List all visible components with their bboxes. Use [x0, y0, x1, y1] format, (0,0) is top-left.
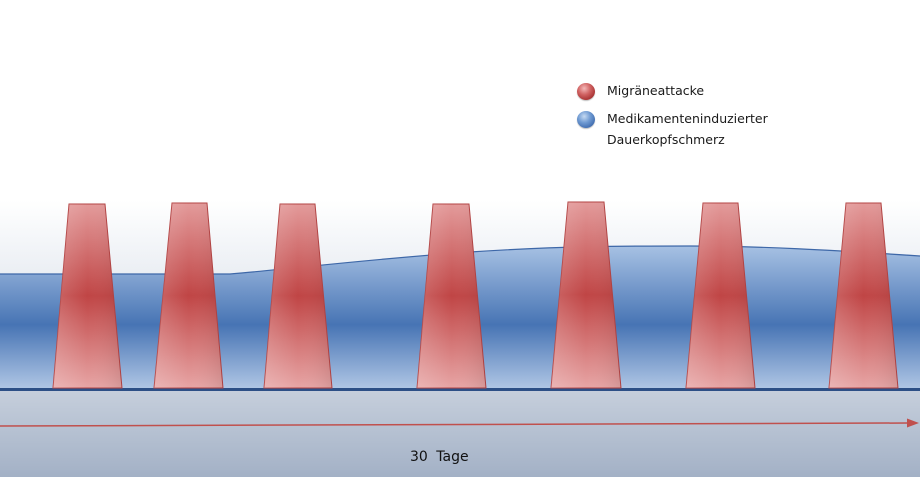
migraine-attack	[550, 201, 622, 389]
migraine-attack	[828, 202, 899, 389]
ground-area	[0, 390, 920, 477]
timeline-arrow-line	[0, 422, 909, 427]
migraine-attack	[153, 202, 224, 389]
migraine-attack	[263, 203, 333, 389]
blue-sphere-icon	[577, 111, 595, 128]
red-sphere-icon	[577, 83, 595, 100]
baseline	[0, 388, 920, 391]
legend-label-medication-headache: Medikamenteninduzierter Dauerkopfschmerz	[607, 111, 768, 147]
migraine-attack	[52, 203, 123, 389]
migraine-attack	[685, 202, 756, 389]
x-axis-label: 30 Tage	[410, 449, 469, 465]
legend-item-medication-headache: Medikamenteninduzierter Dauerkopfschmerz	[577, 108, 837, 150]
legend-label-migraine-attack: Migräneattacke	[607, 83, 705, 98]
timeline-arrow-head	[907, 418, 919, 428]
migraine-attack	[416, 203, 487, 389]
legend: Migräneattacke Medikamenteninduzierter D…	[577, 80, 837, 150]
legend-item-migraine-attack: Migräneattacke	[577, 80, 837, 101]
